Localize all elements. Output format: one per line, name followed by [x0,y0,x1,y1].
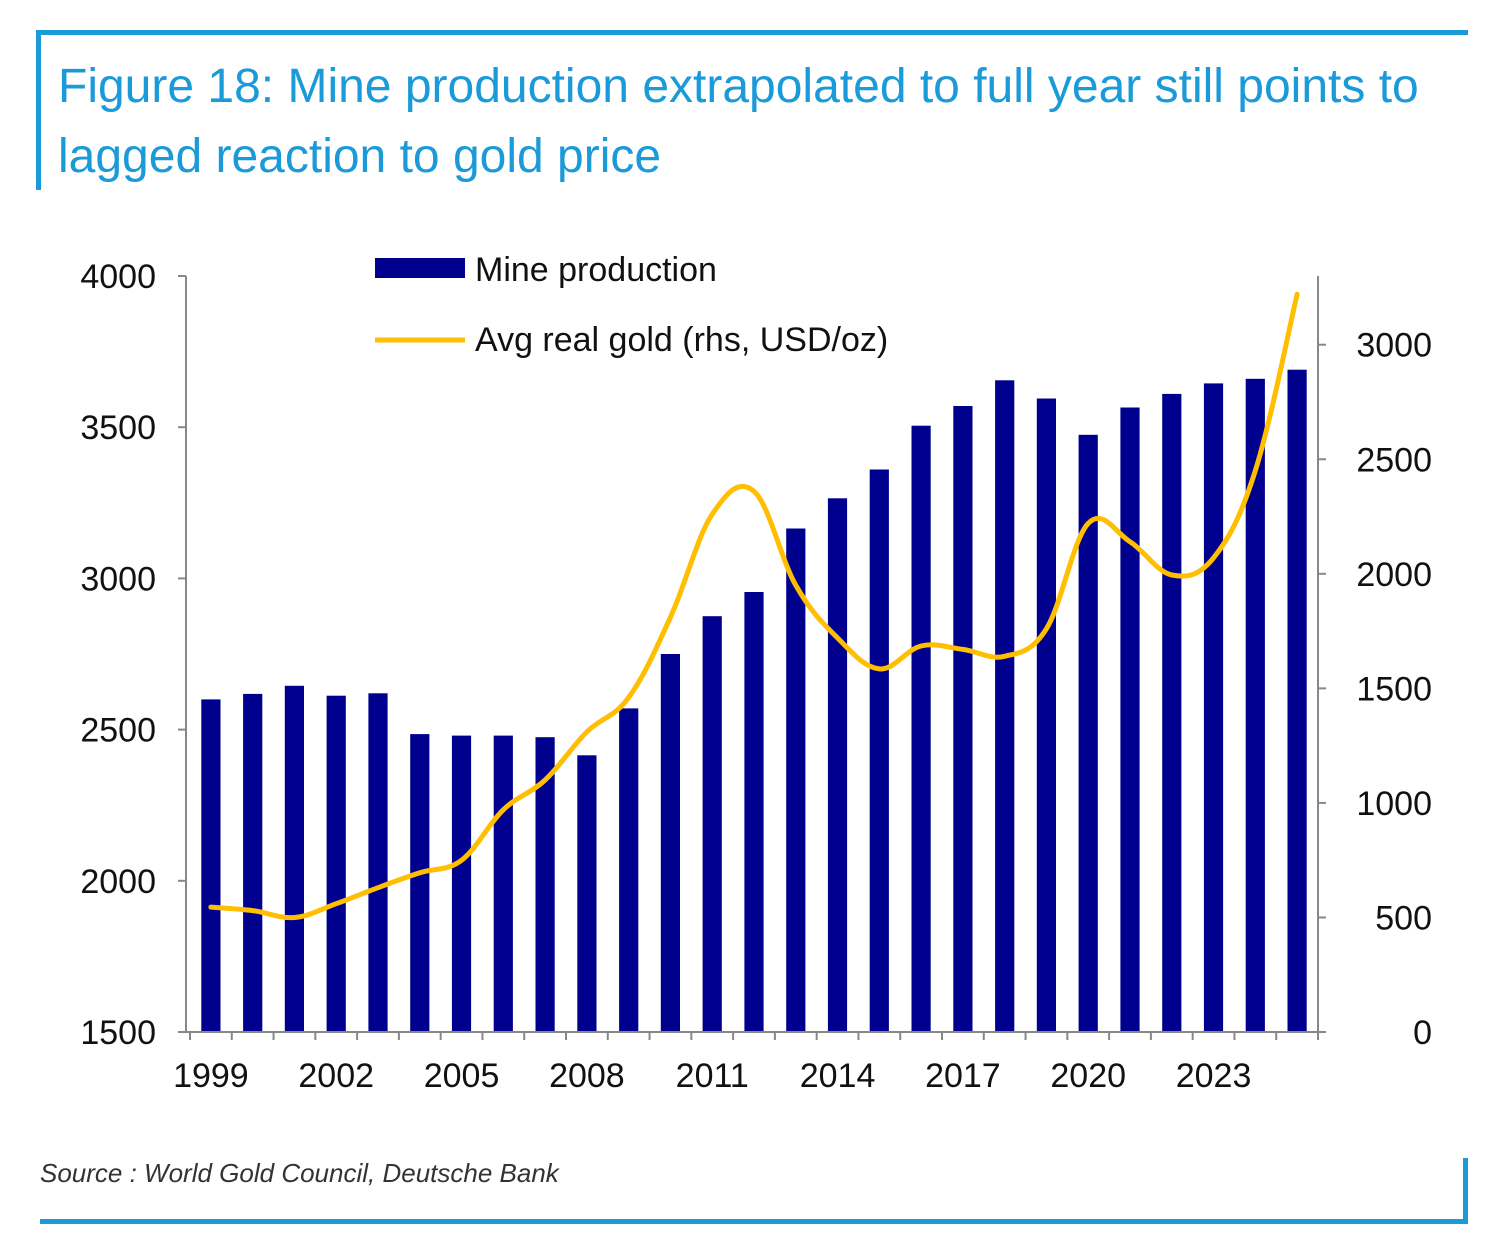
bar-2022 [1162,393,1182,1032]
bar-2003 [368,693,388,1032]
right-tick-label-2500: 2500 [1356,441,1432,479]
bar-2024 [1245,378,1265,1032]
bar-2018 [995,380,1015,1032]
figure-title: Figure 18: Mine production extrapolated … [58,60,1419,183]
x-tick-label-2011: 2011 [676,1057,749,1095]
right-tick-label-1000: 1000 [1356,785,1432,823]
x-tick-label-2020: 2020 [1050,1057,1126,1095]
bar-2000 [243,693,263,1032]
bar-2002 [326,695,346,1032]
legend-layer: Mine production Avg real gold (rhs, USD/o… [375,251,888,359]
legend-label-mine-production: Mine production [475,251,717,289]
bar-2010 [660,654,680,1032]
gold-price-line [208,291,1300,921]
bar-2009 [619,708,639,1032]
bar-2025 [1287,369,1307,1032]
right-tick-label-500: 500 [1375,899,1432,937]
bar-2012 [744,592,764,1032]
left-tick-label-1500: 1500 [80,1014,156,1052]
bar-2006 [493,735,513,1032]
x-tick-label-1999: 1999 [173,1057,249,1095]
bar-2004 [410,734,430,1032]
x-tick-label-2017: 2017 [925,1057,1001,1095]
right-tick-label-3000: 3000 [1356,327,1432,365]
x-tick-label-2002: 2002 [298,1057,374,1095]
bars-layer [201,369,1307,1032]
bar-2001 [284,685,304,1032]
bar-2021 [1120,407,1140,1032]
legend-swatch-mine-production [375,258,465,278]
left-tick-label-3000: 3000 [80,560,156,598]
line-layer [208,291,1300,921]
bar-2007 [535,737,555,1032]
x-tick-label-2023: 2023 [1176,1057,1252,1095]
source-note: Source : World Gold Council, Deutsche Ba… [40,1158,559,1188]
axes-layer: 1500 2000 2500 3000 3500 4000 0 500 1000 1500 2000… [80,258,1432,1095]
left-tick-label-2000: 2000 [80,863,156,901]
frame-right-line [1463,1158,1468,1224]
bar-2023 [1203,383,1224,1032]
x-tick-label-2005: 2005 [424,1057,500,1095]
bar-1999 [201,699,221,1032]
x-tick-label-2008: 2008 [549,1057,625,1095]
left-tick-label-3500: 3500 [80,409,156,447]
bar-2020 [1078,434,1098,1032]
left-tick-label-2500: 2500 [80,712,156,750]
bar-2015 [869,469,889,1032]
x-tick-label-2014: 2014 [800,1057,876,1095]
bar-2017 [953,406,973,1032]
frame-top-line [36,30,1468,35]
bar-2013 [786,528,806,1032]
right-tick-label-1500: 1500 [1356,670,1432,708]
bar-2008 [577,755,597,1032]
bar-2019 [1036,398,1056,1032]
legend-label-avg-real-gold: Avg real gold (rhs, USD/oz) [475,321,888,359]
bar-2014 [827,498,848,1032]
bar-2016 [911,425,931,1032]
bar-2005 [451,735,472,1032]
bar-2011 [702,616,722,1032]
right-tick-label-2000: 2000 [1356,556,1432,594]
left-tick-label-4000: 4000 [80,258,156,296]
frame-bottom-line [40,1219,1468,1224]
frame-left-line [36,30,41,190]
right-tick-label-0: 0 [1413,1014,1432,1052]
